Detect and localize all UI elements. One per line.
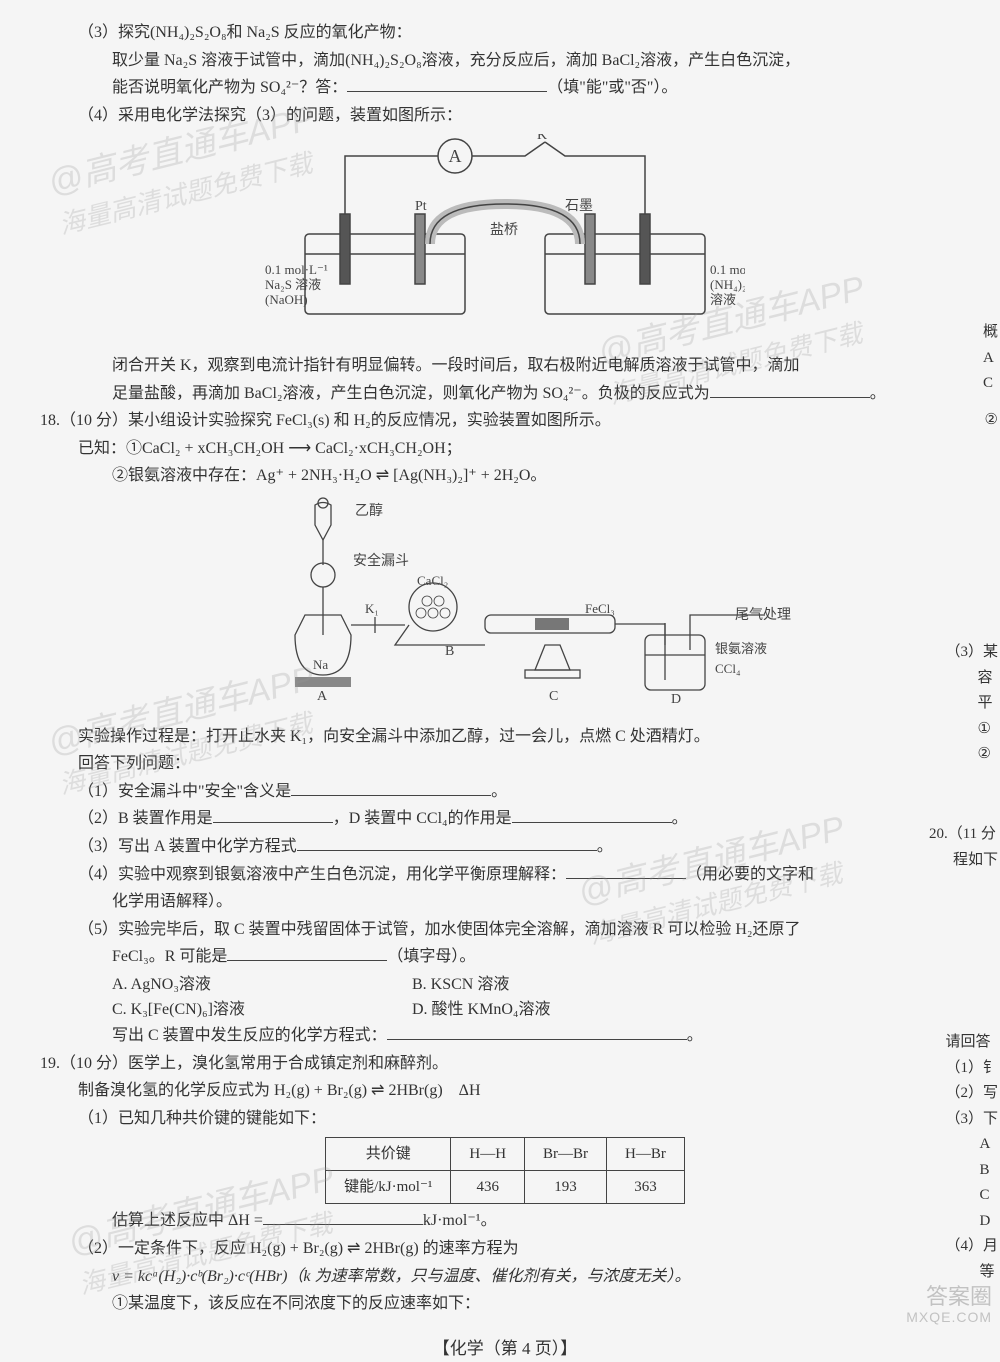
q18-4: （4）实验中观察到银氨溶液中产生白色沉淀，用化学平衡原理解释：（用必要的文字和 bbox=[40, 862, 970, 888]
svg-text:尾气处理: 尾气处理 bbox=[735, 607, 791, 623]
svg-text:CCl₄: CCl₄ bbox=[715, 661, 741, 676]
q19-2b: v = kcᵃ(H₂)·cᵇ(Br₂)·cᶜ(HBr)（k 为速率常数，只与温度… bbox=[40, 1264, 970, 1290]
q18-given: 已知：①CaCl₂ + xCH₃CH₂OH ⟶ CaCl₂·xCH₃CH₂OH； bbox=[40, 436, 970, 462]
bond-energy-table: 共价键 H—H Br—Br H—Br 键能/kJ·mol⁻¹ 436 193 3… bbox=[325, 1137, 685, 1204]
q19-est: 估算上述反应中 ΔH =kJ·mol⁻¹。 bbox=[40, 1208, 970, 1234]
svg-text:A: A bbox=[317, 689, 328, 704]
q18-3: （3）写出 A 装置中化学方程式。 bbox=[40, 834, 970, 860]
figure-electrochem: A K Pt 盐桥 石墨 0.1 mol·L⁻¹Na₂S 溶液(NaOH) 0.… bbox=[40, 134, 970, 343]
svg-text:B: B bbox=[445, 644, 454, 659]
q17-3-text: （3）探究(NH₄)₂S₂O₈和 Na₂S 反应的氧化产物： bbox=[40, 20, 970, 46]
svg-text:乙醇: 乙醇 bbox=[355, 502, 383, 519]
edge-fragment: 请回答（1）钅（2）写（3）下 A B C D （4）月 等 bbox=[945, 1030, 998, 1285]
svg-text:0.1 mol·L⁻¹(NH₄)₂S₂O₈溶液: 0.1 mol·L⁻¹(NH₄)₂S₂O₈溶液 bbox=[710, 262, 745, 307]
q17-4-text: （4）采用电化学法探究（3）的问题，装置如图所示： bbox=[40, 103, 970, 129]
q19-2: （2）一定条件下，反应 H₂(g) + Br₂(g) ⇌ 2HBr(g) 的速率… bbox=[40, 1236, 970, 1262]
svg-text:盐桥: 盐桥 bbox=[490, 222, 518, 238]
q18-ans-head: 回答下列问题： bbox=[40, 751, 970, 777]
corner-watermark: 答案圈 MXQE.COM bbox=[906, 1285, 992, 1325]
q18-options: A. AgNO₃溶液B. KSCN 溶液 C. K₃[Fe(CN)₆]溶液D. … bbox=[40, 972, 970, 1023]
q17-4-text: 足量盐酸，再滴加 BaCl₂溶液，产生白色沉淀，则氧化产物为 SO₄²⁻。负极的… bbox=[40, 381, 970, 407]
q18-5c: 写出 C 装置中发生反应的化学方程式：。 bbox=[40, 1023, 970, 1049]
svg-text:CaCl₂: CaCl₂ bbox=[417, 573, 448, 588]
figure-apparatus: 乙醇 安全漏斗 CaCl₂ K₁ Na A B C FeCl₃ 尾气处理 银氨溶… bbox=[40, 495, 970, 714]
svg-text:A: A bbox=[449, 146, 462, 166]
q18-5: （5）实验完毕后，取 C 装置中残留固体于试管，加水使固体完全溶解，滴加溶液 R… bbox=[40, 917, 970, 943]
svg-text:D: D bbox=[671, 692, 681, 705]
q19-eq: 制备溴化氢的化学反应式为 H₂(g) + Br₂(g) ⇌ 2HBr(g) ΔH bbox=[40, 1078, 970, 1104]
svg-text:0.1 mol·L⁻¹Na₂S 溶液(NaOH): 0.1 mol·L⁻¹Na₂S 溶液(NaOH) bbox=[265, 262, 328, 307]
q18-given: ②银氨溶液中存在：Ag⁺ + 2NH₃·H₂O ⇌ [Ag(NH₃)₂]⁺ + … bbox=[40, 463, 970, 489]
svg-text:安全漏斗: 安全漏斗 bbox=[353, 552, 409, 569]
svg-text:K: K bbox=[537, 134, 547, 143]
svg-text:Pt: Pt bbox=[415, 199, 427, 214]
q19-1: （1）已知几种共价键的键能如下： bbox=[40, 1106, 970, 1132]
q18-head: 18.（10 分）某小组设计实验探究 FeCl₃(s) 和 H₂的反应情况，实验… bbox=[40, 408, 970, 434]
svg-text:C: C bbox=[549, 689, 558, 704]
q18-4: 化学用语解释）。 bbox=[40, 889, 970, 915]
q19-head: 19.（10 分）医学上，溴化氢常用于合成镇定剂和麻醉剂。 bbox=[40, 1051, 970, 1077]
svg-text:石墨: 石墨 bbox=[565, 199, 593, 214]
svg-text:银氨溶液: 银氨溶液 bbox=[715, 641, 767, 656]
q17-3-text: 取少量 Na₂S 溶液于试管中，滴加(NH₄)₂S₂O₈溶液，充分反应后，滴加 … bbox=[40, 48, 970, 74]
q18-1: （1）安全漏斗中"安全"含义是。 bbox=[40, 779, 970, 805]
q18-2: （2）B 装置作用是，D 装置中 CCl₄的作用是。 bbox=[40, 806, 970, 832]
q18-op: 实验操作过程是：打开止水夹 K₁，向安全漏斗中添加乙醇，过一会儿，点燃 C 处酒… bbox=[40, 724, 970, 750]
q19-2c: ①某温度下，该反应在不同浓度下的反应速率如下： bbox=[40, 1291, 970, 1317]
q17-4-text: 闭合开关 K，观察到电流计指针有明显偏转。一段时间后，取右极附近电解质溶液于试管… bbox=[40, 353, 970, 379]
edge-fragment: 20.（11 分程如下 bbox=[929, 822, 998, 873]
page-footer: 【化学（第 4 页）】 bbox=[40, 1335, 970, 1362]
svg-text:FeCl₃: FeCl₃ bbox=[585, 601, 615, 616]
svg-text:Na: Na bbox=[313, 657, 328, 672]
q18-5: FeCl₃。R 可能是（填字母）。 bbox=[40, 944, 970, 970]
edge-fragment: 概AC bbox=[983, 320, 998, 397]
svg-text:K₁: K₁ bbox=[365, 601, 379, 616]
q17-3-text: 能否说明氧化产物为 SO₄²⁻？答：（填"能"或"否"）。 bbox=[40, 75, 970, 101]
edge-fragment: （3）某容 平 ① ② bbox=[945, 640, 998, 768]
edge-fragment: ② bbox=[985, 408, 998, 434]
